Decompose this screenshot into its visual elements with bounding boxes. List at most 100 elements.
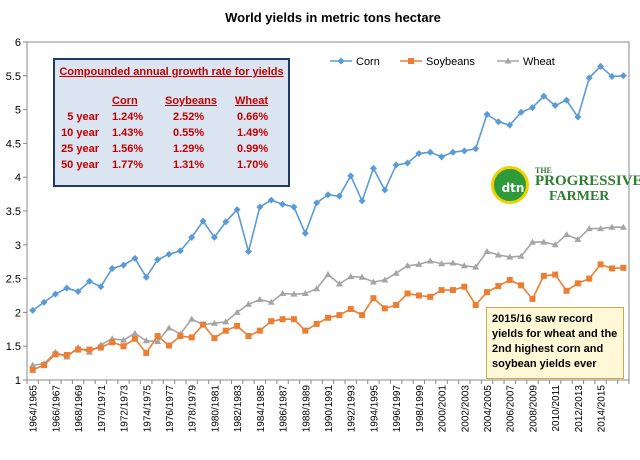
data-point bbox=[574, 280, 581, 287]
cagr-value: 1.56% bbox=[112, 143, 144, 155]
data-point bbox=[290, 316, 297, 323]
cagr-value: 1.49% bbox=[237, 127, 269, 139]
data-point bbox=[504, 57, 512, 64]
data-point bbox=[63, 284, 71, 292]
data-point bbox=[359, 312, 366, 319]
data-point bbox=[506, 121, 514, 129]
data-point bbox=[97, 344, 104, 351]
data-point bbox=[108, 264, 116, 272]
cagr-value: 0.55% bbox=[173, 127, 205, 139]
data-point bbox=[142, 273, 150, 281]
x-tick-label: 2002/2003 bbox=[460, 385, 471, 433]
data-point bbox=[131, 335, 138, 342]
cagr-value: 0.99% bbox=[237, 143, 269, 155]
x-tick-label: 2008/2009 bbox=[528, 385, 539, 433]
x-tick-label: 1974/1975 bbox=[142, 385, 153, 433]
data-point bbox=[290, 203, 298, 211]
data-point bbox=[460, 147, 468, 155]
x-tick-label: 1992/1993 bbox=[347, 385, 358, 433]
data-point bbox=[337, 57, 345, 65]
data-point bbox=[301, 289, 309, 296]
cagr-value: 2.52% bbox=[173, 111, 205, 123]
data-point bbox=[233, 206, 241, 214]
data-point bbox=[517, 108, 525, 116]
data-point bbox=[120, 261, 128, 269]
data-point bbox=[188, 334, 195, 341]
data-point bbox=[472, 301, 479, 308]
data-point bbox=[574, 235, 582, 242]
x-tick-label: 1986/1987 bbox=[279, 385, 290, 433]
data-point bbox=[336, 312, 343, 319]
cagr-header-corn: Corn bbox=[112, 95, 138, 107]
data-point bbox=[165, 342, 172, 349]
data-point bbox=[143, 349, 150, 356]
x-tick-label: 1998/1999 bbox=[415, 385, 426, 433]
cagr-value: 1.70% bbox=[237, 159, 269, 171]
data-point bbox=[86, 346, 93, 353]
data-point bbox=[131, 254, 139, 262]
data-point bbox=[324, 191, 332, 199]
y-tick-label: 1 bbox=[15, 375, 21, 387]
data-point bbox=[585, 74, 593, 82]
data-point bbox=[597, 62, 605, 70]
data-point bbox=[131, 329, 139, 336]
y-tick-label: 2.5 bbox=[6, 274, 21, 286]
data-point bbox=[85, 277, 93, 285]
data-point bbox=[41, 362, 48, 369]
logo-text: PROGRESSIVE bbox=[535, 173, 640, 189]
dtn-logo-icon: dtn bbox=[491, 166, 529, 204]
data-point bbox=[210, 319, 218, 326]
data-point bbox=[279, 200, 287, 208]
chart-title: World yields in metric tons hectare bbox=[225, 10, 441, 25]
y-tick-label: 3.5 bbox=[6, 206, 21, 218]
data-point bbox=[408, 58, 414, 64]
legend-label: Corn bbox=[356, 56, 380, 68]
cagr-table: Compounded annual growth rate for yields… bbox=[53, 58, 290, 187]
series-corn bbox=[29, 62, 627, 314]
data-point bbox=[267, 196, 275, 204]
data-point bbox=[404, 159, 412, 167]
legend: Corn Soybeans Wheat bbox=[330, 56, 555, 68]
x-tick-label: 1980/1981 bbox=[210, 385, 221, 433]
cagr-row-label: 10 year bbox=[61, 127, 99, 139]
cagr-row-label: 25 year bbox=[61, 143, 99, 155]
data-point bbox=[256, 296, 264, 303]
data-point bbox=[279, 316, 286, 323]
y-tick-label: 5.5 bbox=[6, 71, 21, 83]
data-point bbox=[347, 273, 355, 280]
data-point bbox=[222, 327, 229, 334]
cagr-value: 1.24% bbox=[112, 111, 144, 123]
data-point bbox=[608, 72, 616, 80]
cagr-value: 1.31% bbox=[173, 159, 205, 171]
data-point bbox=[540, 238, 548, 245]
y-tick-label: 3 bbox=[15, 240, 21, 252]
x-tick-label: 1996/1997 bbox=[392, 385, 403, 433]
data-point bbox=[620, 264, 627, 271]
y-tick-label: 5 bbox=[15, 105, 21, 117]
data-point bbox=[245, 333, 252, 340]
data-point bbox=[199, 217, 207, 225]
data-point bbox=[518, 282, 525, 289]
series-soybeans bbox=[29, 261, 627, 373]
cagr-row-label: 5 year bbox=[67, 111, 99, 123]
data-point bbox=[438, 153, 446, 161]
data-point bbox=[154, 337, 162, 344]
y-tick-label: 4.5 bbox=[6, 138, 21, 150]
data-point bbox=[176, 247, 184, 255]
data-point bbox=[551, 241, 559, 248]
data-point bbox=[461, 283, 468, 290]
data-point bbox=[200, 321, 207, 328]
data-point bbox=[619, 72, 627, 80]
data-point bbox=[154, 256, 162, 264]
logo-mark-text: dtn bbox=[501, 181, 525, 195]
data-point bbox=[427, 293, 434, 300]
cagr-value: 1.77% bbox=[112, 159, 144, 171]
data-point bbox=[472, 145, 480, 153]
data-point bbox=[369, 164, 377, 172]
cagr-row-label: 50 year bbox=[61, 159, 99, 171]
data-point bbox=[222, 318, 230, 325]
x-tick-label: 1968/1969 bbox=[74, 385, 85, 433]
data-point bbox=[460, 262, 468, 269]
data-point bbox=[551, 102, 559, 110]
